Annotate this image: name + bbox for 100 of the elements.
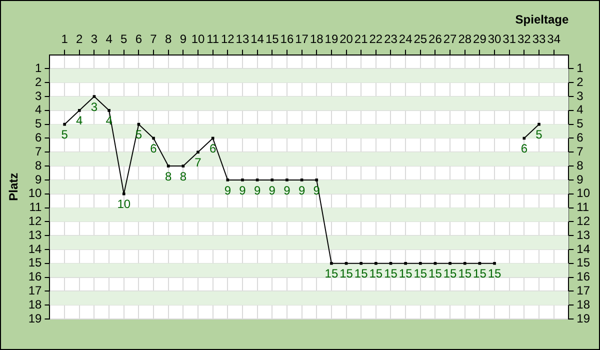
y-tick-label: 6 (35, 130, 42, 145)
y2-tick-label: 15 (576, 256, 590, 270)
data-label: 4 (76, 114, 84, 128)
x-tick-label: 31 (502, 32, 516, 46)
data-label: 8 (165, 169, 172, 184)
y-tick-label: 9 (35, 172, 42, 186)
data-label: 9 (224, 183, 232, 198)
y2-tick-label: 7 (576, 144, 584, 158)
x-tick-label: 14 (250, 32, 264, 46)
y-tick-label: 10 (28, 186, 42, 200)
y-axis-title: Platz (6, 172, 21, 201)
data-label: 9 (239, 183, 246, 198)
y-tick-label: 12 (28, 214, 42, 228)
data-label: 6 (150, 142, 158, 156)
data-label: 15 (324, 266, 338, 281)
data-label: 15 (384, 266, 398, 281)
y2-tick-label: 10 (576, 186, 590, 200)
data-label: 15 (443, 266, 458, 281)
y-tick-label: 8 (35, 158, 42, 172)
x-tick-label: 34 (547, 32, 561, 46)
y2-tick-label: 14 (576, 242, 590, 256)
data-label: 5 (61, 128, 68, 142)
y-tick-label: 2 (35, 74, 42, 89)
data-label: 15 (414, 266, 428, 281)
x-tick-label: 27 (443, 32, 458, 46)
data-label: 10 (117, 197, 131, 212)
x-tick-label: 25 (414, 32, 428, 46)
data-label: 3 (90, 100, 98, 114)
y2-tick-label: 11 (576, 200, 590, 214)
data-label: 8 (180, 169, 187, 184)
x-tick-label: 5 (120, 32, 128, 46)
x-tick-label: 19 (324, 32, 338, 46)
x-tick-label: 28 (458, 32, 472, 46)
x-tick-label: 18 (310, 32, 324, 46)
data-label: 9 (298, 183, 306, 198)
x-tick-label: 12 (220, 32, 235, 46)
y-tick-label: 16 (28, 270, 42, 284)
y-tick-label: 14 (28, 242, 42, 256)
data-label: 6 (209, 142, 216, 156)
y-tick-label: 17 (28, 284, 42, 298)
data-label: 9 (254, 183, 261, 198)
x-tick-label: 1 (61, 32, 68, 46)
x-tick-label: 24 (398, 32, 413, 46)
y-tick-label: 4 (35, 102, 42, 117)
x-tick-label: 11 (206, 32, 220, 46)
y-tick-label: 7 (35, 144, 42, 158)
x-axis-title: Spieltage (515, 12, 569, 27)
x-tick-label: 9 (180, 32, 187, 46)
data-label: 15 (398, 266, 413, 281)
y2-tick-label: 2 (576, 74, 584, 89)
y-tick-label: 15 (28, 256, 42, 270)
data-label: 7 (194, 155, 202, 170)
y2-tick-label: 4 (576, 102, 584, 117)
data-label: 15 (473, 266, 487, 281)
data-label: 15 (488, 266, 502, 281)
x-tick-label: 32 (517, 32, 532, 46)
x-tick-label: 23 (384, 32, 398, 46)
x-tick-label: 6 (135, 32, 142, 46)
x-tick-label: 3 (90, 32, 98, 46)
data-label: 15 (369, 266, 383, 281)
y-tick-label: 3 (35, 88, 42, 103)
y2-tick-label: 5 (576, 116, 584, 131)
data-label: 15 (340, 266, 354, 281)
y-tick-label: 18 (28, 297, 42, 312)
y2-tick-label: 13 (576, 228, 590, 242)
y2-tick-label: 19 (576, 311, 590, 326)
y2-tick-label: 18 (576, 297, 590, 312)
x-tick-label: 26 (428, 32, 442, 46)
y2-tick-label: 1 (576, 61, 584, 76)
x-tick-label: 13 (236, 32, 250, 46)
data-label: 5 (536, 128, 543, 142)
data-label: 15 (428, 266, 442, 281)
data-label: 6 (520, 142, 528, 156)
y2-tick-label: 6 (576, 130, 584, 145)
y2-tick-label: 9 (576, 172, 584, 186)
x-tick-label: 22 (369, 32, 383, 46)
data-label: 15 (354, 266, 368, 281)
x-tick-label: 4 (106, 32, 113, 46)
y-tick-label: 11 (29, 200, 42, 214)
y2-tick-label: 16 (576, 270, 590, 284)
x-tick-label: 17 (295, 32, 309, 46)
x-tick-label: 33 (532, 32, 546, 46)
x-tick-label: 16 (280, 32, 294, 46)
y2-tick-label: 12 (576, 214, 590, 228)
x-tick-label: 10 (191, 32, 205, 46)
y2-tick-label: 8 (576, 158, 584, 172)
data-label: 15 (458, 266, 472, 281)
x-tick-label: 21 (354, 32, 368, 46)
x-tick-label: 2 (76, 32, 84, 46)
data-label: 9 (284, 183, 291, 198)
x-tick-label: 30 (488, 32, 502, 46)
x-tick-label: 20 (340, 32, 354, 46)
y-tick-label: 5 (35, 116, 42, 131)
x-tick-label: 8 (165, 32, 172, 46)
y-tick-label: 13 (28, 228, 42, 242)
y-tick-label: 1 (35, 61, 42, 76)
x-tick-label: 15 (265, 32, 280, 46)
y2-tick-label: 3 (576, 88, 584, 103)
data-label: 9 (268, 183, 276, 198)
x-tick-label: 7 (150, 32, 158, 46)
